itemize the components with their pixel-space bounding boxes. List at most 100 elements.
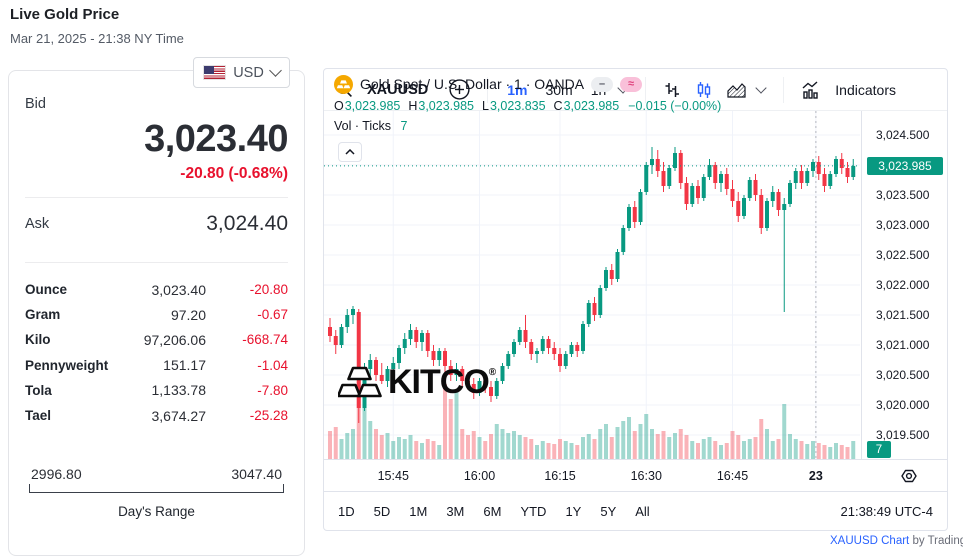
- range-1d[interactable]: 1D: [338, 504, 355, 519]
- currency-value: USD: [233, 64, 264, 81]
- unit-price-table: Ounce 3,023.40 -20.80 Gram 97.20 -0.67 Kilo 97,…: [25, 277, 288, 428]
- chart-legend: Gold Spot / U.S. Dollar · 1 · OANDA – ≈ …: [334, 73, 721, 133]
- day-range-label: Day's Range: [118, 504, 195, 520]
- legend-minus-pill[interactable]: –: [591, 76, 614, 92]
- unit-row: Gram 97.20 -0.67: [25, 302, 288, 327]
- currency-dropdown[interactable]: USD: [193, 57, 290, 88]
- indicators-button[interactable]: Indicators: [835, 81, 896, 98]
- unit-row: Kilo 97,206.06 -668.74: [25, 327, 288, 352]
- volume-value: 7: [400, 119, 408, 133]
- unit-value: 3,674.27: [151, 407, 207, 424]
- price-axis-label: 3,023.500: [876, 188, 930, 202]
- unit-value: 151.17: [163, 357, 206, 374]
- gold-quote-card: Bid 3,023.40 -20.80 (-0.68%) Ask 3,024.4…: [8, 70, 305, 556]
- symbol-description[interactable]: Gold Spot / U.S. Dollar · 1 · OANDA: [360, 76, 585, 92]
- price-axis-label: 3,022.500: [876, 248, 930, 262]
- unit-label: Pennyweight: [25, 357, 109, 373]
- volume-indicator-label[interactable]: Vol · Ticks: [334, 119, 391, 133]
- bid-change: -20.80 (-0.68%): [180, 165, 288, 182]
- unit-value: 97.20: [170, 306, 206, 323]
- clock[interactable]: 21:38:49 UTC-4: [840, 504, 934, 519]
- range-1y[interactable]: 1Y: [565, 504, 582, 519]
- divider: [25, 197, 288, 198]
- ask-price: 3,024.40: [206, 212, 288, 235]
- time-scale[interactable]: 15:45 16:00 16:15 16:30 16:45 23: [324, 459, 948, 491]
- page-title: Live Gold Price: [10, 6, 120, 23]
- time-axis-label: 16:45: [716, 469, 749, 483]
- price-axis-label: 3,021.500: [876, 308, 930, 322]
- unit-change: -668.74: [242, 332, 288, 348]
- time-axis-label: 15:45: [377, 469, 409, 483]
- unit-row: Ounce 3,023.40 -20.80: [25, 277, 288, 302]
- unit-change: -1.04: [257, 357, 288, 373]
- range-6m[interactable]: 6M: [483, 504, 502, 519]
- tradingview-attribution[interactable]: XAUUSD Chart by TradingView: [830, 535, 963, 547]
- day-range-bar: [29, 484, 284, 494]
- range-ytd[interactable]: YTD: [520, 504, 547, 519]
- time-axis-label: 23: [808, 469, 823, 483]
- range-buttons: 1D 5D 1M 3M 6M YTD 1Y 5Y All: [338, 504, 669, 519]
- range-5y[interactable]: 5Y: [600, 504, 617, 519]
- toolbar-separator: [645, 76, 647, 103]
- unit-change: -25.28: [249, 408, 288, 424]
- compare-add-icon[interactable]: [449, 79, 470, 100]
- day-range-low: 2996.80: [31, 466, 82, 483]
- legend-collapse-button[interactable]: [338, 142, 362, 162]
- gold-spot-icon: [334, 74, 353, 94]
- price-axis-label: 3,019.500: [876, 428, 930, 442]
- price-axis-label: 3,021.000: [876, 338, 930, 352]
- day-range-high: 3047.40: [231, 466, 282, 483]
- unit-value: 97,206.06: [143, 331, 206, 348]
- bars-style-icon[interactable]: [663, 81, 681, 99]
- symbol-search-button[interactable]: XAUUSD: [367, 81, 429, 98]
- price-axis-label: 3,020.000: [876, 398, 930, 412]
- bid-label: Bid: [25, 96, 46, 112]
- range-3m[interactable]: 3M: [446, 504, 465, 519]
- time-axis-label: 16:30: [630, 469, 662, 483]
- unit-label: Ounce: [25, 282, 68, 298]
- unit-change: -0.67: [257, 307, 288, 323]
- toolbar-separator: [487, 76, 489, 103]
- unit-value: 3,023.40: [151, 281, 207, 298]
- interval-1m[interactable]: 1m: [507, 81, 528, 98]
- unit-row: Tael 3,674.27 -25.28: [25, 403, 288, 428]
- kitco-watermark: KITCO®: [338, 363, 496, 402]
- range-5d[interactable]: 5D: [373, 504, 391, 519]
- range-all[interactable]: All: [635, 504, 650, 519]
- unit-row: Tola 1,133.78 -7.80: [25, 378, 288, 403]
- area-style-icon[interactable]: [727, 82, 746, 98]
- unit-change: -7.80: [257, 382, 288, 398]
- last-price-badge: 3,023.985: [867, 156, 943, 175]
- unit-label: Tola: [25, 382, 52, 398]
- unit-change: -20.80: [249, 282, 288, 298]
- time-axis-label: 16:00: [463, 469, 496, 483]
- volume-badge: 7: [867, 441, 891, 458]
- interval-30m[interactable]: 30m: [545, 81, 573, 98]
- divider: [25, 262, 288, 263]
- ask-label: Ask: [25, 216, 50, 232]
- candles-style-icon[interactable]: [695, 81, 713, 99]
- scale-gear-icon[interactable]: [900, 467, 918, 490]
- range-selector-bar: 1D 5D 1M 3M 6M YTD 1Y 5Y All 21:38:49 UTC-4: [324, 491, 947, 531]
- chart-pane-svg: [324, 111, 860, 459]
- price-axis-label: 3,020.500: [876, 368, 930, 382]
- style-chevron-icon[interactable]: [755, 82, 767, 94]
- chevron-down-icon: [268, 64, 282, 77]
- range-1m[interactable]: 1M: [409, 504, 428, 519]
- price-axis-label: 3,023.000: [876, 218, 930, 232]
- unit-row: Pennyweight 151.17 -1.04: [25, 353, 288, 378]
- legend-approx-pill[interactable]: ≈: [620, 76, 643, 92]
- tradingview-chart-card: XAUUSD 1m30m1h Indicators: [323, 68, 948, 531]
- ohlc-values: O3,023.985 H3,023.985 L3,023.835 C3,023.985…: [334, 99, 722, 113]
- page-date: Mar 21, 2025 - 21:38 NY Time: [10, 31, 184, 46]
- kitco-gold-bars-icon: [338, 366, 382, 397]
- unit-label: Gram: [25, 307, 61, 323]
- indicators-icon[interactable]: [801, 80, 821, 99]
- price-axis-label: 3,024.500: [876, 128, 930, 142]
- unit-label: Tael: [25, 408, 52, 424]
- price-scale[interactable]: 3,023.985 7 3,024.500 3,023.500 3,023.000 3…: [861, 111, 948, 459]
- bid-price: 3,023.40: [144, 118, 288, 160]
- time-axis-label: 16:15: [544, 469, 576, 483]
- us-flag-icon: [203, 65, 227, 80]
- chart-pane[interactable]: KITCO®: [324, 111, 860, 459]
